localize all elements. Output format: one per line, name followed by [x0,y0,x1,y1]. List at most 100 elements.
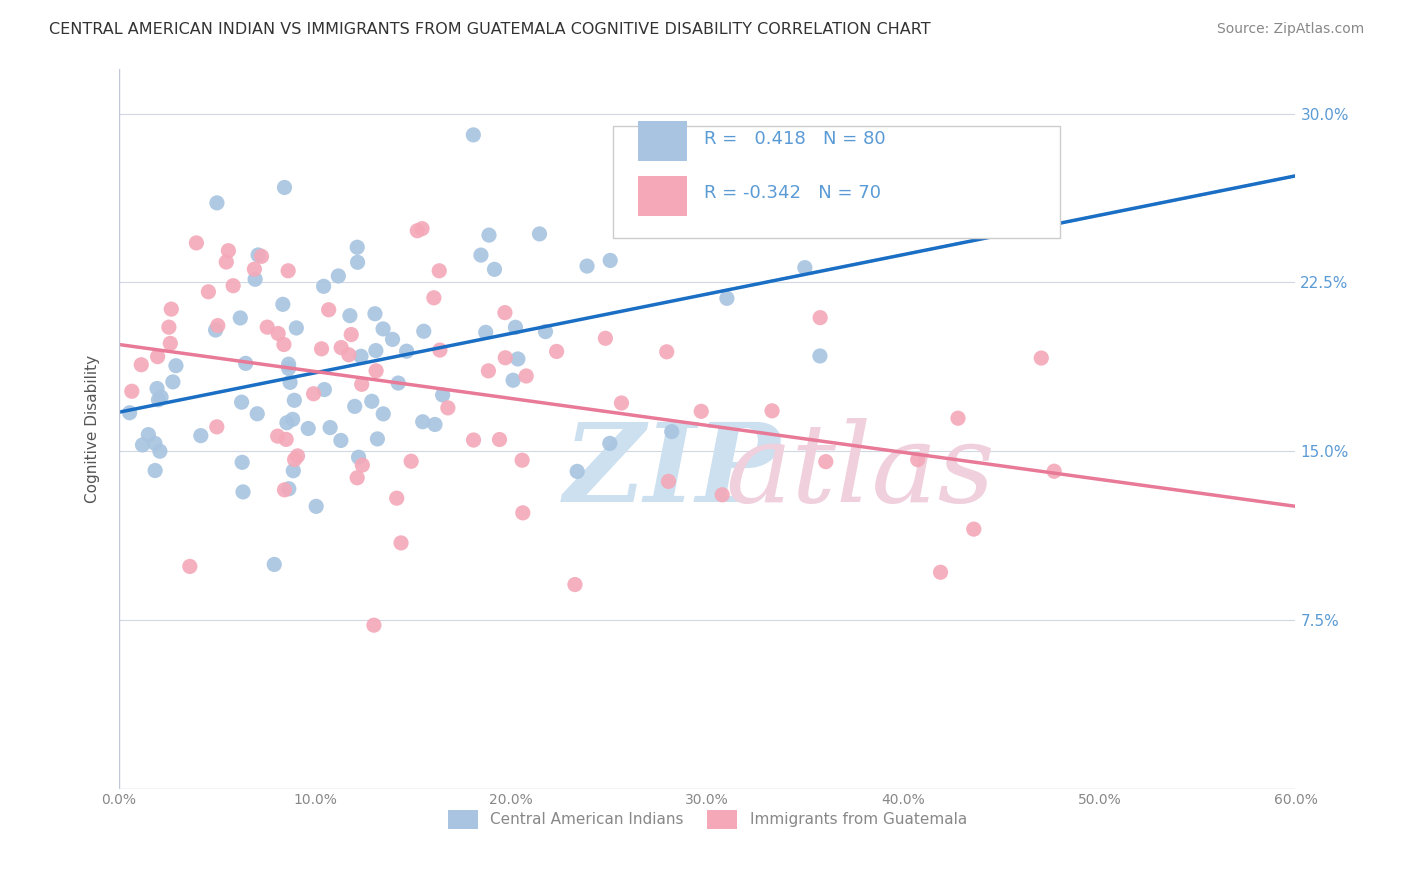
Y-axis label: Cognitive Disability: Cognitive Disability [86,354,100,502]
Point [423,291,446,305]
Point [340,327,363,342]
Point [250,249,273,263]
Point [381,332,404,346]
Point [873,192,896,206]
Point [427,264,450,278]
Point [266,429,288,443]
Point [484,262,506,277]
Point [529,227,551,241]
Point [423,417,446,432]
Point [305,500,328,514]
Point [515,369,537,384]
Point [160,302,183,317]
Point [229,310,252,325]
Point [190,428,212,442]
Point [429,343,451,357]
Point [690,404,713,418]
Point [118,406,141,420]
Point [411,221,433,235]
Point [146,382,169,396]
Text: CENTRAL AMERICAN INDIAN VS IMMIGRANTS FROM GUATEMALA COGNITIVE DISABILITY CORREL: CENTRAL AMERICAN INDIAN VS IMMIGRANTS FR… [49,22,931,37]
Point [297,421,319,435]
Point [232,484,254,499]
Point [761,404,783,418]
Point [366,432,388,446]
Point [121,384,143,399]
Point [494,305,516,319]
Point [395,344,418,359]
Point [387,376,409,390]
Point [364,343,387,358]
FancyBboxPatch shape [638,121,688,161]
Point [661,425,683,439]
Point [595,331,617,345]
Point [277,357,299,371]
Point [599,436,621,450]
Point [546,344,568,359]
Point [494,351,516,365]
Point [329,434,352,448]
Point [814,455,837,469]
Point [273,337,295,351]
Point [389,536,412,550]
Point [437,401,460,415]
Text: R =   0.418   N = 80: R = 0.418 N = 80 [704,130,886,148]
Point [346,255,368,269]
Text: Source: ZipAtlas.com: Source: ZipAtlas.com [1216,22,1364,37]
Point [350,377,373,392]
Point [247,248,270,262]
Point [463,128,485,142]
Point [143,436,166,450]
Point [808,310,831,325]
Point [907,452,929,467]
Point [502,373,524,387]
Point [716,291,738,305]
Point [346,471,368,485]
Point [655,344,678,359]
Point [278,376,301,390]
Text: ZIP: ZIP [564,418,780,525]
Point [256,320,278,334]
Point [350,349,373,363]
Point [243,262,266,277]
Point [1031,351,1053,365]
Point [621,186,644,201]
Point [311,342,333,356]
Point [510,453,533,467]
Point [808,349,831,363]
Point [488,433,510,447]
Point [363,618,385,632]
Point [302,386,325,401]
Point [197,285,219,299]
Legend: Central American Indians, Immigrants from Guatemala: Central American Indians, Immigrants fro… [441,804,973,835]
Point [567,464,589,478]
Point [478,228,501,243]
Point [328,268,350,283]
Point [373,407,395,421]
Point [165,359,187,373]
Point [281,412,304,426]
Point [231,395,253,409]
Point [364,307,387,321]
Point [314,383,336,397]
Point [360,394,382,409]
Point [273,180,295,194]
FancyBboxPatch shape [613,126,1060,238]
Point [929,566,952,580]
Point [207,318,229,333]
Point [276,433,298,447]
Point [235,356,257,370]
Point [205,195,228,210]
Point [143,463,166,477]
Point [277,361,299,376]
Point [277,264,299,278]
Point [205,420,228,434]
Point [283,464,305,478]
Point [364,364,387,378]
Point [284,452,307,467]
Point [505,320,527,334]
Point [657,475,679,489]
Point [477,364,499,378]
Point [463,433,485,447]
Text: R = -0.342   N = 70: R = -0.342 N = 70 [704,184,880,202]
